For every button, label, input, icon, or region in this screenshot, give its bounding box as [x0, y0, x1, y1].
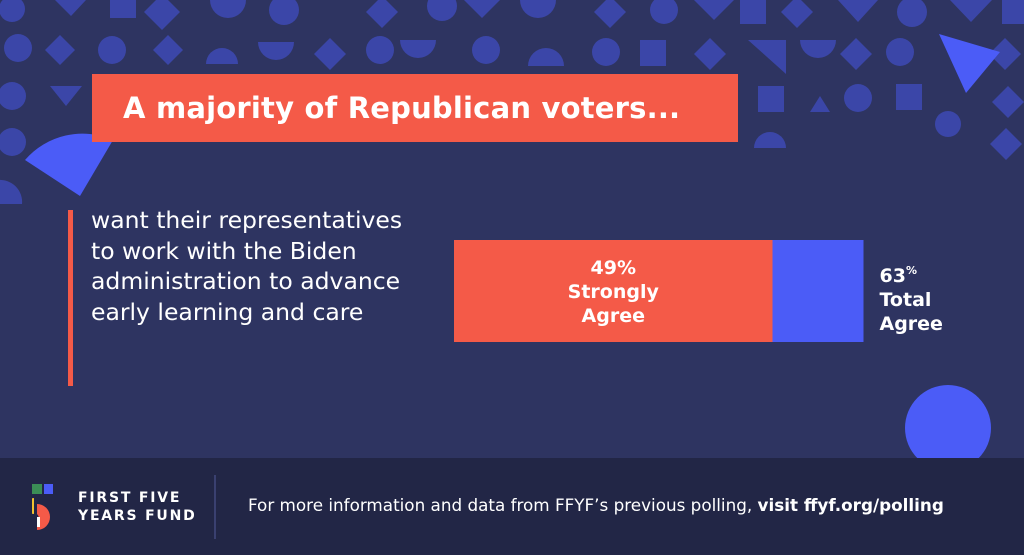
deco-triangle: [464, 0, 500, 18]
deco-diamond: [314, 38, 346, 70]
deco-circle-accent: [905, 385, 991, 460]
segment-category-label: Strongly: [568, 281, 660, 303]
deco-triangle: [838, 0, 878, 22]
deco-semicircle: [210, 0, 246, 18]
deco-circle: [650, 0, 678, 24]
logo-green-square: [32, 484, 42, 494]
deco-square: [740, 0, 766, 24]
deco-pie-slice: [25, 133, 113, 196]
deco-diamond: [45, 35, 75, 65]
deco-circle: [98, 36, 126, 64]
deco-triangle: [55, 0, 86, 16]
deco-triangle-accent: [939, 34, 1000, 93]
total-category-label: Agree: [880, 313, 943, 335]
deco-circle: [427, 0, 457, 21]
logo-blue-square: [44, 484, 53, 494]
logo-yellow-half: [32, 498, 34, 514]
deco-square: [896, 84, 922, 110]
deco-semicircle: [754, 132, 786, 148]
deco-semicircle: [206, 48, 238, 64]
deco-semicircle: [258, 42, 294, 60]
deco-square: [758, 86, 784, 112]
deco-semicircle: [400, 40, 436, 58]
deco-circle: [935, 111, 961, 137]
deco-semicircle: [520, 0, 556, 18]
deco-triangle: [694, 0, 734, 20]
segment-value-label: 49%: [591, 257, 636, 279]
deco-circle: [897, 0, 927, 27]
deco-diamond: [989, 38, 1021, 70]
deco-circle: [0, 82, 26, 110]
deco-circle: [886, 38, 914, 66]
logo-white-bar: [37, 517, 40, 527]
logo-red-curve: [37, 504, 50, 530]
deco-triangle: [748, 40, 786, 74]
footer-divider: [214, 475, 216, 539]
deco-diamond: [694, 38, 726, 70]
polling-link[interactable]: visit ffyf.org/polling: [757, 495, 944, 515]
deco-circle: [472, 36, 500, 64]
quote-accent-bar: [68, 210, 73, 386]
total-value-label: 63%: [880, 264, 917, 287]
deco-diamond: [840, 38, 872, 70]
footer-message: For more information and data from FFYF’…: [248, 495, 944, 515]
deco-quarter-circle: [0, 179, 23, 204]
deco-circle: [0, 0, 25, 22]
deco-circle: [269, 0, 299, 25]
deco-diamond: [990, 128, 1022, 160]
ffyf-logo: [32, 484, 53, 530]
footer: FIRST FIVE YEARS FUND For more informati…: [0, 458, 1024, 555]
title-banner: A majority of Republican voters...: [92, 74, 738, 142]
deco-circle: [844, 84, 872, 112]
deco-triangle: [950, 0, 992, 22]
deco-diamond: [366, 0, 398, 28]
deco-diamond: [144, 0, 180, 30]
deco-circle: [592, 38, 620, 66]
deco-circle: [4, 34, 32, 62]
deco-circle: [0, 128, 26, 156]
deco-triangle: [50, 86, 82, 106]
deco-diamond: [594, 0, 626, 28]
statement-text: want their representatives to work with …: [91, 206, 403, 326]
total-category-label: Total: [880, 289, 932, 311]
bar-segment-1: [454, 240, 773, 342]
deco-square: [640, 40, 666, 66]
deco-circle: [366, 36, 394, 64]
segment-category-label: Agree: [582, 305, 645, 327]
bar-segment-2: [772, 240, 864, 342]
decorative-shapes: [0, 0, 1024, 460]
org-name: FIRST FIVE YEARS FUND: [78, 490, 197, 524]
footer-info-text: For more information and data from FFYF’…: [248, 495, 753, 515]
deco-square: [110, 0, 136, 18]
deco-square: [1002, 0, 1024, 24]
deco-diamond: [992, 86, 1024, 118]
deco-triangle: [810, 96, 830, 112]
deco-diamond: [153, 35, 183, 65]
deco-diamond: [781, 0, 813, 28]
deco-semicircle: [800, 40, 836, 58]
page-title: A majority of Republican voters...: [123, 91, 681, 125]
deco-semicircle: [528, 48, 564, 66]
